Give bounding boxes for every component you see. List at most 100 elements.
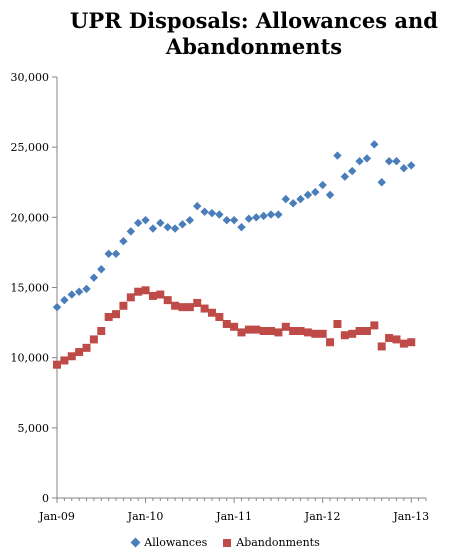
abandonments-point bbox=[126, 293, 135, 302]
abandonments-point bbox=[178, 303, 187, 312]
abandonments-point bbox=[171, 301, 180, 310]
abandonments-point bbox=[119, 301, 128, 310]
legend-entry-abandonments: Abandonments bbox=[223, 536, 320, 549]
allowances-point bbox=[296, 194, 305, 204]
y-tick-label: 15,000 bbox=[11, 282, 50, 295]
allowances-point bbox=[392, 157, 401, 166]
abandonments-point bbox=[75, 348, 84, 357]
abandonments-point bbox=[82, 343, 91, 352]
abandonments-point bbox=[237, 328, 246, 337]
allowances-point bbox=[377, 178, 386, 187]
abandonments-point bbox=[185, 303, 194, 312]
allowances-point bbox=[74, 287, 84, 296]
abandonments-point bbox=[53, 360, 61, 369]
x-tick-label: Jan-13 bbox=[392, 510, 429, 523]
allowances-point bbox=[370, 140, 379, 149]
allowances-point bbox=[340, 172, 350, 181]
abandonments-point bbox=[296, 327, 305, 336]
abandonments-point bbox=[230, 322, 239, 331]
abandonments-point bbox=[348, 329, 357, 338]
legend-label-abandonments: Abandonments bbox=[236, 536, 320, 549]
allowances-marker-icon bbox=[130, 537, 141, 548]
abandonments-point bbox=[163, 296, 172, 305]
abandonments-point bbox=[259, 327, 268, 336]
abandonments-point bbox=[318, 329, 327, 338]
y-tick-label: 5,000 bbox=[18, 422, 50, 435]
y-tick-label: 30,000 bbox=[11, 71, 50, 84]
allowances-point bbox=[303, 190, 313, 200]
allowances-point bbox=[178, 220, 187, 229]
abandonments-point bbox=[274, 328, 283, 337]
allowances-point bbox=[67, 290, 76, 299]
allowances-point bbox=[318, 180, 327, 190]
allowances-point bbox=[185, 215, 195, 225]
allowances-point bbox=[252, 213, 261, 222]
legend: Allowances Abandonments bbox=[0, 536, 452, 549]
allowances-point bbox=[266, 210, 276, 219]
abandonments-point bbox=[377, 342, 386, 351]
allowances-point bbox=[311, 187, 320, 197]
abandonments-point bbox=[222, 319, 231, 328]
abandonments-point bbox=[134, 287, 143, 296]
allowances-point bbox=[399, 164, 409, 173]
abandonments-point bbox=[385, 334, 394, 343]
allowances-point bbox=[229, 215, 239, 225]
abandonments-point bbox=[311, 329, 320, 338]
abandonments-point bbox=[89, 335, 98, 344]
allowances-point bbox=[193, 201, 202, 211]
abandonments-point bbox=[60, 356, 69, 365]
abandonments-point bbox=[392, 335, 401, 344]
x-tick-label: Jan-10 bbox=[127, 510, 164, 523]
abandonments-point bbox=[104, 312, 113, 321]
abandonments-point bbox=[362, 327, 371, 336]
allowances-point bbox=[170, 224, 180, 233]
allowances-point bbox=[156, 218, 165, 228]
axes: 0 5,000 10,000 15,000 20,000 25,000 30,000 Jan-… bbox=[11, 71, 430, 523]
y-tick-label: 10,000 bbox=[11, 352, 50, 365]
allowances-point bbox=[237, 222, 246, 232]
allowances-point bbox=[82, 284, 91, 294]
allowances-point bbox=[133, 218, 143, 228]
abandonments-point bbox=[267, 327, 276, 336]
x-tick-label: Jan-12 bbox=[304, 510, 341, 523]
allowances-point bbox=[119, 236, 128, 246]
data-marks bbox=[52, 140, 416, 369]
x-tick-label: Jan-09 bbox=[38, 510, 75, 523]
allowances-point bbox=[89, 273, 99, 282]
y-tick-label: 0 bbox=[42, 492, 49, 505]
legend-label-allowances: Allowances bbox=[144, 536, 208, 549]
series-allowances bbox=[52, 140, 416, 312]
abandonments-point bbox=[355, 327, 364, 336]
allowances-point bbox=[384, 157, 394, 166]
allowances-point bbox=[407, 161, 416, 170]
allowances-point bbox=[281, 194, 290, 204]
abandonments-point bbox=[289, 327, 298, 336]
allowances-point bbox=[207, 208, 217, 218]
allowances-point bbox=[274, 210, 283, 219]
allowances-point bbox=[200, 207, 209, 216]
abandonments-point bbox=[370, 321, 379, 330]
y-tick-label: 20,000 bbox=[11, 211, 50, 224]
allowances-point bbox=[362, 154, 372, 163]
y-tick-label: 25,000 bbox=[11, 141, 50, 154]
abandonments-point bbox=[399, 339, 408, 348]
allowances-point bbox=[215, 210, 224, 219]
chart-title-line-2: Abandonments bbox=[165, 34, 343, 59]
allowances-point bbox=[333, 151, 342, 160]
allowances-point bbox=[141, 215, 150, 225]
abandonments-point bbox=[200, 304, 209, 313]
abandonments-point bbox=[97, 327, 106, 336]
abandonments-point bbox=[252, 325, 261, 334]
abandonments-point bbox=[141, 286, 150, 295]
allowances-point bbox=[288, 199, 298, 208]
abandonments-point bbox=[112, 310, 121, 319]
allowances-point bbox=[244, 214, 254, 223]
abandonments-point bbox=[207, 308, 216, 317]
abandonments-point bbox=[193, 298, 202, 307]
legend-entry-allowances: Allowances bbox=[130, 536, 208, 549]
allowances-point bbox=[259, 211, 268, 221]
series-abandonments bbox=[53, 286, 416, 369]
abandonments-marker-icon bbox=[223, 538, 232, 547]
